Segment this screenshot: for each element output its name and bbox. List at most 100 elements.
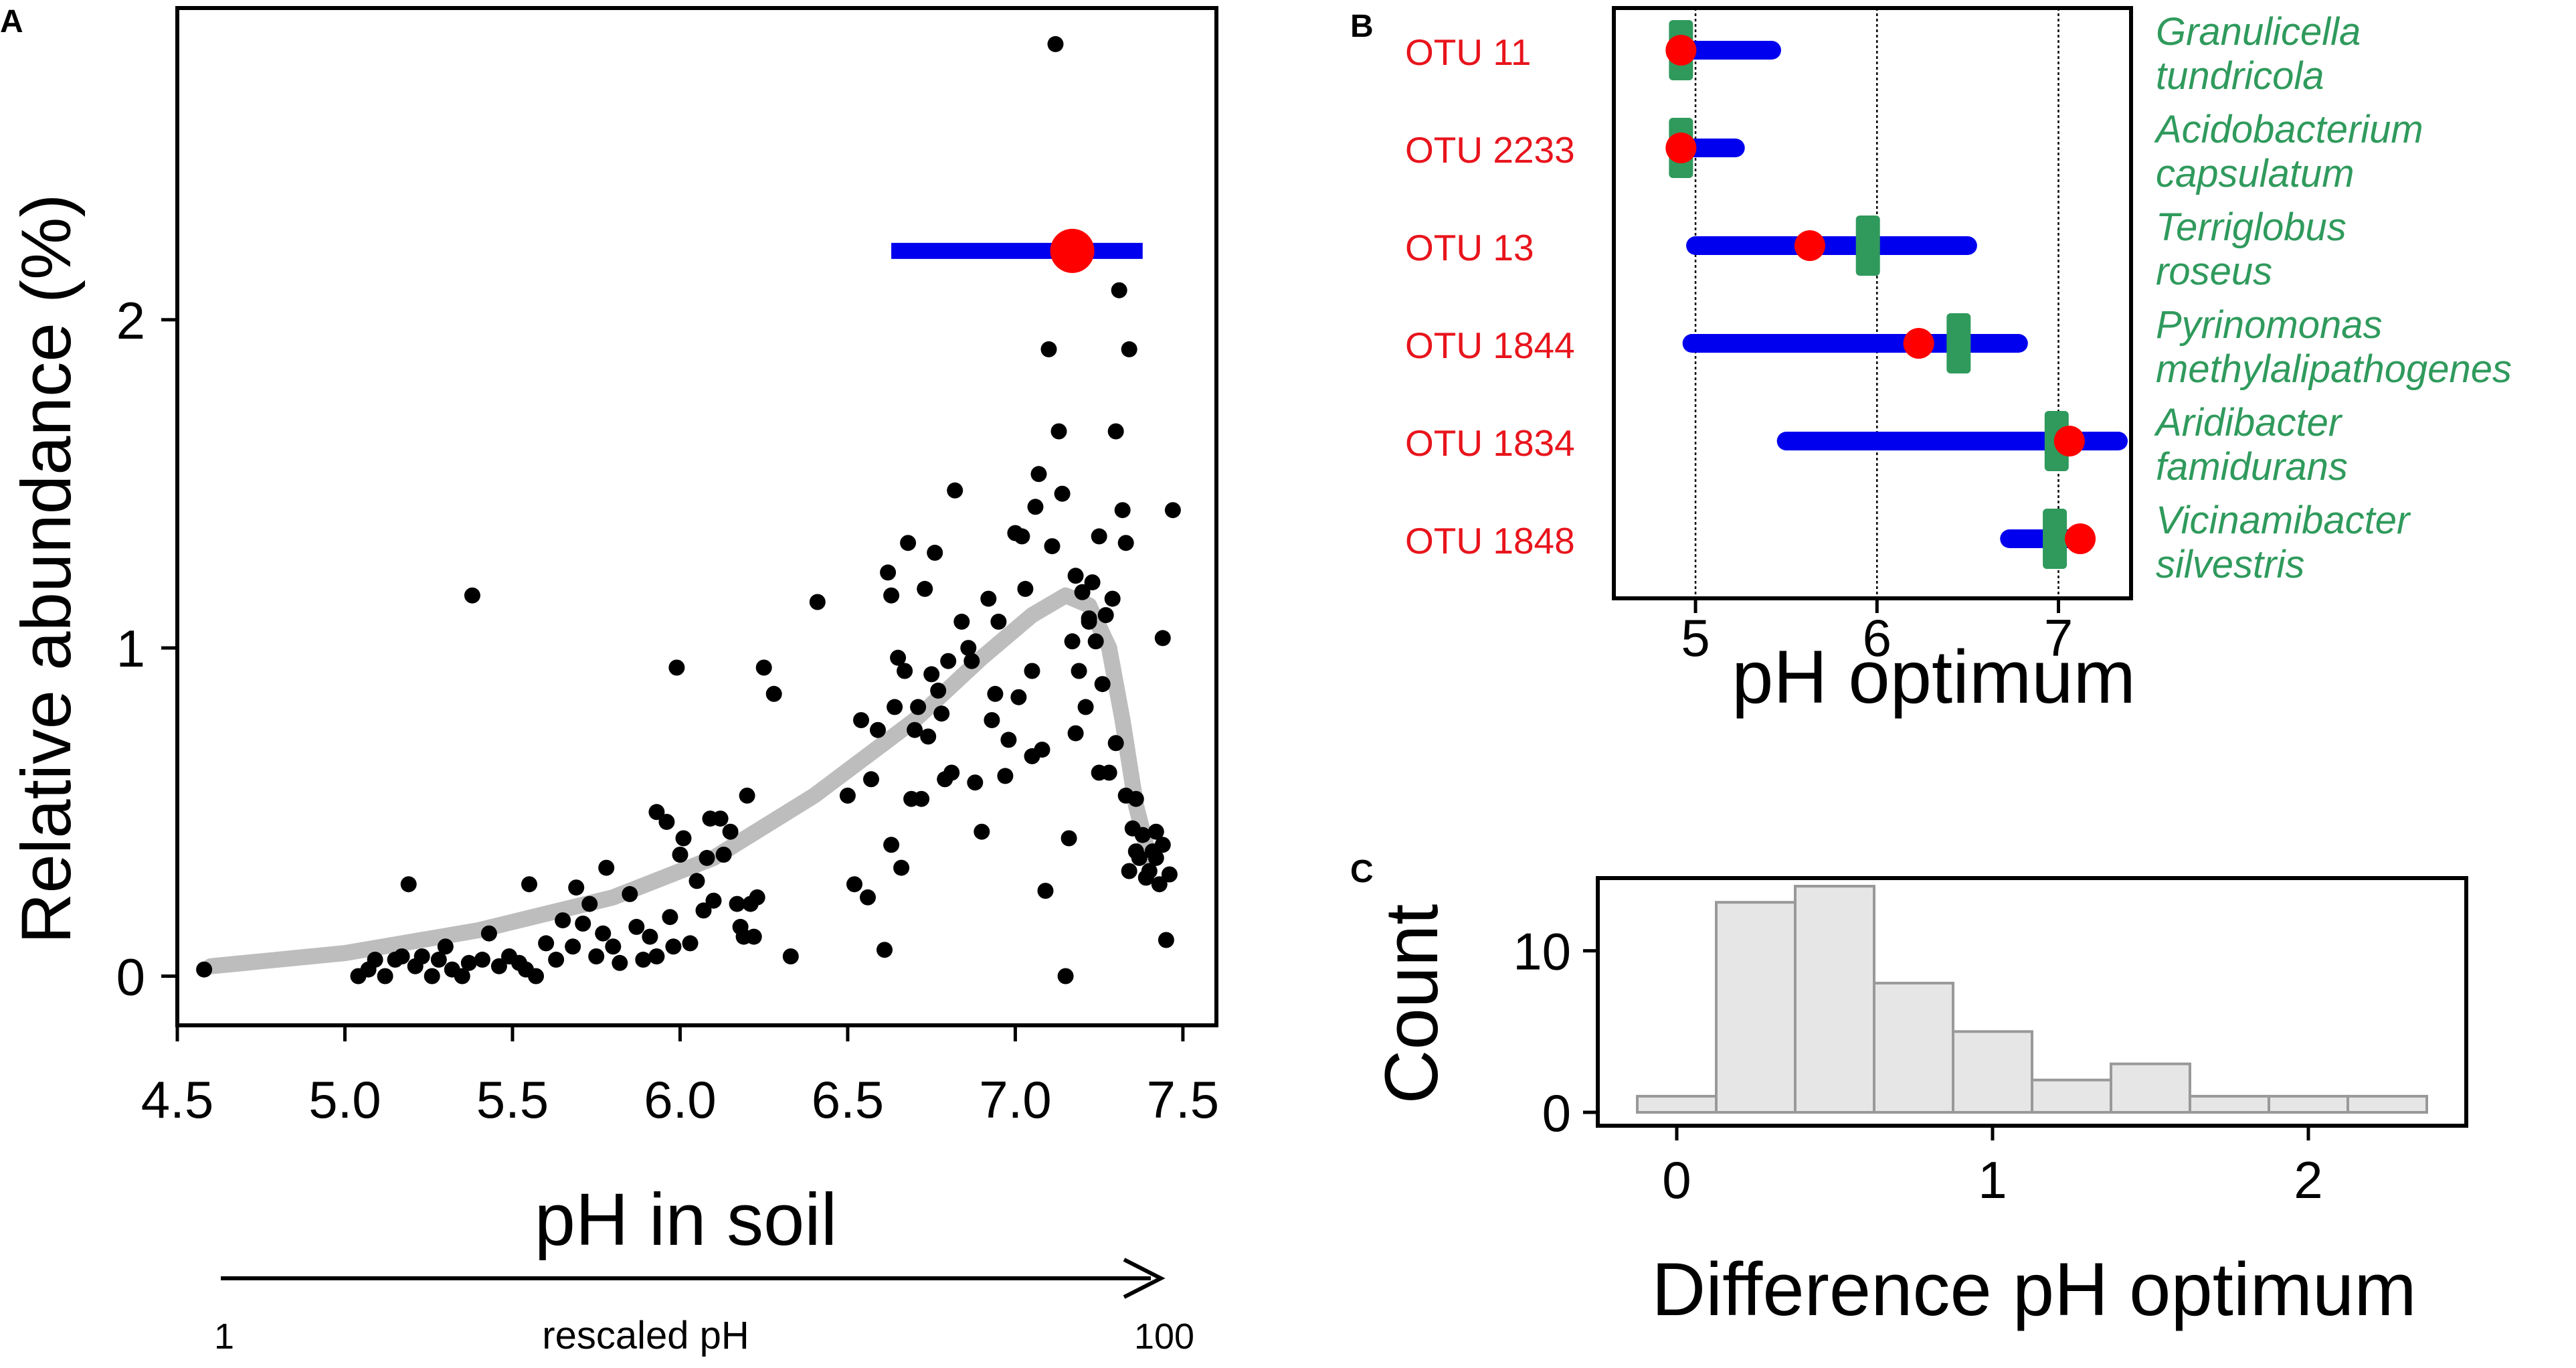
panel-a-point (1064, 633, 1081, 650)
panel-a: A 4.5 5.0 5.5 6.0 6.5 7.0 7.5 0 1 2 pH in soil R… (0, 4, 1219, 1357)
panel-b-x-tick-label: 6 (1863, 608, 1892, 667)
panel-a-y-tick-label: 1 (116, 619, 145, 678)
panel-b-species-line2: methylalipathogenes (2156, 347, 2512, 391)
panel-a-point (464, 587, 480, 604)
panel-a-point (1087, 633, 1104, 650)
panel-a-point (658, 814, 675, 830)
panel-c-y-tick-label: 10 (1513, 922, 1571, 981)
panel-b-green-marker (2043, 509, 2067, 569)
panel-c-xlabel: Difference pH optimum (1651, 1248, 2416, 1331)
panel-a-point (870, 721, 886, 738)
panel-a-point (437, 938, 454, 955)
panel-a-x-tick-label: 5.5 (476, 1070, 549, 1129)
panel-b-otu-label: OTU 13 (1405, 227, 1534, 268)
panel-c-bars (1636, 885, 2428, 1114)
panel-a-point (927, 544, 943, 561)
panel-a-point (1017, 580, 1034, 597)
panel-a-point (1027, 499, 1044, 515)
panel-b-red-marker (1903, 328, 1934, 359)
panel-a-point (1094, 676, 1111, 693)
panel-b-species-line2: tundricola (2156, 54, 2324, 98)
panel-a-point (1104, 590, 1121, 607)
panel-a-point (893, 859, 910, 876)
panel-a-point (565, 938, 581, 955)
panel-a-point (1107, 735, 1124, 752)
panel-a-point (588, 948, 605, 964)
panel-a-point (1107, 423, 1124, 440)
panel-b-otu-label: OTU 2233 (1405, 129, 1575, 171)
panel-a-point (555, 912, 571, 929)
rescaled-axis-label: rescaled pH (542, 1314, 749, 1357)
panel-b-green-marker (1946, 313, 1971, 373)
panel-b-species-line2: famidurans (2156, 445, 2348, 489)
panel-a-point (782, 948, 799, 964)
panel-a-point (974, 823, 990, 840)
panel-a-point (521, 876, 537, 893)
panel-a-point (605, 938, 622, 955)
panel-b-gridlines (1694, 8, 2059, 598)
panel-c-histogram-bar (1952, 1030, 2033, 1114)
panel-c-histogram-bar (2189, 1094, 2270, 1114)
panel-a-point (575, 916, 591, 932)
panel-a-point (1161, 866, 1178, 883)
panel-a-point (890, 649, 907, 666)
panel-a-point (1000, 732, 1017, 748)
panel-a-x-tick-label: 7.0 (979, 1070, 1051, 1129)
panel-c-x-ticks: 0 1 2 (1662, 1126, 2323, 1209)
panel-a-y-tick-label: 0 (116, 947, 145, 1006)
panel-b-species-line1: Acidobacterium (2154, 108, 2423, 151)
panel-a-point (648, 804, 665, 821)
panel-a-point (1151, 876, 1168, 893)
panel-b-species-line1: Aridibacter (2154, 401, 2343, 444)
panel-a-point (739, 787, 755, 804)
panel-a-x-tick-label: 5.0 (308, 1070, 381, 1129)
panel-a-point (568, 879, 585, 896)
panel-a-point (413, 948, 430, 964)
panel-c-histogram-bar (2031, 1078, 2112, 1114)
panel-a-point (963, 653, 980, 669)
panel-a-points (196, 35, 1181, 985)
panel-a-point (887, 699, 903, 715)
panel-b-x-tick-label: 5 (1681, 608, 1710, 667)
panel-a-point (863, 771, 879, 788)
panel-a-point (1067, 568, 1084, 584)
panel-a-point (460, 954, 477, 971)
panel-c-ylabel: Count (1370, 904, 1453, 1104)
panel-a-point (1164, 502, 1181, 519)
panel-a-point (943, 764, 960, 781)
panel-a-letter: A (0, 4, 23, 39)
panel-a-point (665, 938, 682, 955)
panel-a-point (598, 859, 615, 876)
panel-a-point (1121, 863, 1137, 879)
panel-a-point (960, 640, 977, 657)
panel-b-green-marker (1855, 216, 1880, 276)
panel-c: C 0 1 2 0 10 Difference pH optimum Count (1350, 854, 2468, 1331)
panel-a-point (923, 666, 940, 683)
panel-a-point (595, 925, 612, 942)
panel-a-point (581, 895, 598, 912)
panel-a-point (1091, 528, 1107, 545)
panel-c-histogram-bar (1794, 885, 1875, 1114)
panel-b-species-line1: Granulicella (2156, 10, 2361, 54)
panel-a-point (1037, 883, 1054, 899)
panel-a-point (1097, 607, 1114, 624)
panel-a-point (1030, 466, 1047, 483)
panel-a-x-tick-label: 6.5 (812, 1070, 884, 1129)
panel-a-point (953, 613, 970, 630)
panel-c-y-ticks: 0 10 (1513, 922, 1598, 1142)
panel-a-point (839, 787, 856, 804)
panel-a-point (910, 699, 927, 715)
panel-a-y-tick-label: 2 (116, 291, 145, 350)
panel-b-red-marker (2065, 523, 2096, 554)
panel-a-point (1134, 827, 1151, 843)
panel-a-point (1091, 764, 1107, 781)
panel-c-letter: C (1350, 854, 1374, 889)
panel-a-x-tick-label: 6.0 (644, 1070, 716, 1129)
panel-a-point (853, 712, 869, 728)
panel-a-point (1044, 538, 1061, 555)
panel-a-point (628, 918, 645, 935)
panel-a-point (393, 948, 410, 964)
panel-b-species-line2: roseus (2156, 250, 2272, 293)
panel-b-species-line2: silvestris (2156, 543, 2304, 586)
